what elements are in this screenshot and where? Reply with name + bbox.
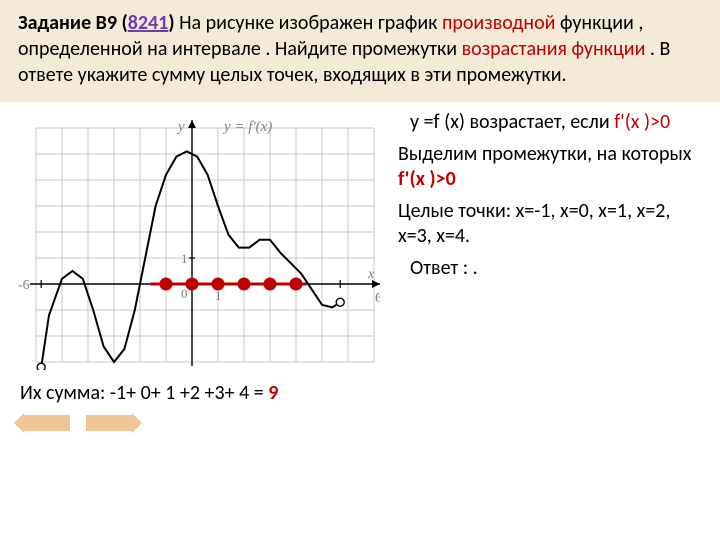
svg-text:0: 0 (181, 286, 188, 301)
prev-arrow-icon[interactable] (24, 415, 70, 431)
sum-calculation: Их сумма: -1+ 0+ 1 +2 +3+ 4 = 9 (0, 375, 720, 405)
nav-arrows (0, 405, 720, 436)
condition-1: f'(x )>0 (614, 110, 670, 134)
svg-text:1: 1 (181, 251, 188, 266)
next-arrow-icon[interactable] (86, 415, 132, 431)
integer-points-list: Целые точки: x=-1, x=0, x=1, x=2, x=3, x… (398, 199, 700, 250)
sum-result: 9 (268, 381, 278, 405)
problem-statement: Задание B9 (8241) На рисунке изображен г… (0, 0, 720, 102)
task-label: Задание B9 (8241) (18, 11, 175, 35)
svg-text:y: y (176, 119, 185, 135)
task-link[interactable]: 8241 (128, 11, 169, 35)
condition-2: f'(x )>0 (398, 167, 456, 191)
svg-text:y = f'(x): y = f'(x) (222, 119, 272, 135)
svg-text:-6: -6 (18, 278, 30, 293)
keyword-increasing: возрастания функции (462, 37, 650, 61)
solution-hints: y =f (x) возрастает, если f'(x )>0 Выдел… (390, 110, 700, 375)
derivative-chart: yy = f'(x)-66110x (10, 110, 380, 370)
svg-text:6: 6 (375, 291, 380, 306)
answer-label: Ответ : (410, 256, 468, 280)
keyword-derivative: производной (442, 11, 556, 35)
svg-text:x: x (367, 267, 375, 282)
